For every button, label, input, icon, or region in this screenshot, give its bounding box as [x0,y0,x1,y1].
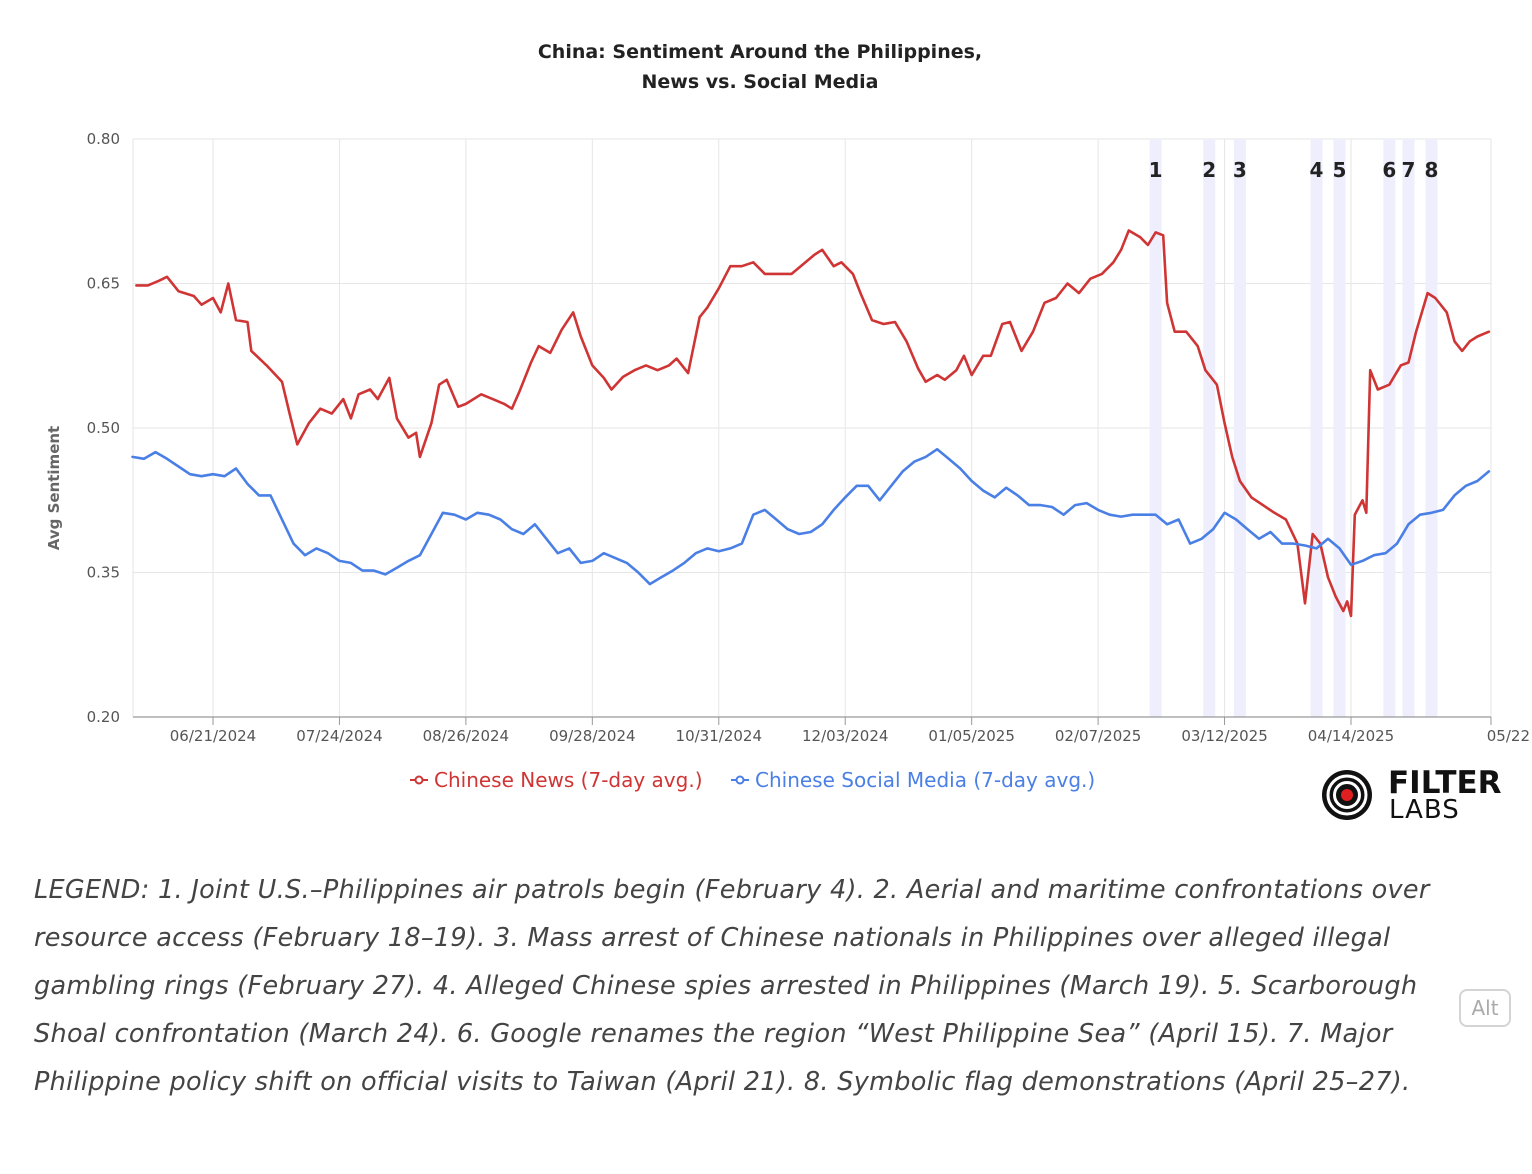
chart-caption: LEGEND: 1. Joint U.S.–Philippines air pa… [34,875,1430,1097]
annotation-label: 5 [1333,158,1347,182]
legend-item-social[interactable]: Chinese Social Media (7-day avg.) [731,768,1095,792]
y-tick-label: 0.80 [87,130,120,148]
filter-labs-logo: FILTER LABS [1322,765,1502,825]
annotation-band [1310,139,1323,717]
chart: China: Sentiment Around the Philippines,… [45,41,1530,825]
logo-sub: LABS [1389,795,1460,825]
series-lines [131,229,1491,618]
legend-item-news[interactable]: Chinese News (7-day avg.) [410,768,703,792]
annotation-band [1383,139,1396,717]
x-tick-label: 03/12/2025 [1181,727,1267,745]
annotation-label: 1 [1149,158,1163,182]
annotation-band [1402,139,1415,717]
chart-subtitle: News vs. Social Media [642,71,879,93]
annotation-label: 3 [1233,158,1247,182]
annotation-band [1149,139,1162,717]
series-line-social [131,447,1491,586]
legend-marker-dot [735,775,745,785]
annotation-label: 4 [1310,158,1324,182]
legend-label: Chinese Social Media (7-day avg.) [755,768,1095,792]
annotation-band [1333,139,1346,717]
y-tick-label: 0.35 [87,564,120,582]
legend-marker-dot [414,775,424,785]
x-tick-label: 09/28/2024 [549,727,635,745]
annotation-label: 2 [1202,158,1216,182]
annotation-band [1233,139,1246,717]
annotation-band [1425,139,1438,717]
x-tick-label: 01/05/2025 [928,727,1014,745]
annotation-band [1203,139,1216,717]
grid [132,138,1492,717]
y-axis-label: Avg Sentiment [45,426,63,550]
axes: 0.80 0.65 0.50 0.35 0.20 06/21/2024 07/24/2024… [87,130,1530,745]
legend: Chinese News (7-day avg.) Chinese Social … [410,768,1095,792]
y-tick-label: 0.65 [87,275,120,293]
x-tick-label: 04/14/2025 [1308,727,1394,745]
x-tick-label: 06/21/2024 [170,727,256,745]
annotation-label: 6 [1382,158,1396,182]
x-tick-label: 10/31/2024 [676,727,762,745]
series-line-news [135,229,1491,618]
x-tick-label: 12/03/2024 [802,727,888,745]
x-tick-label: 07/24/2024 [296,727,382,745]
x-tick-label: 05/22 [1487,727,1530,745]
legend-label: Chinese News (7-day avg.) [434,768,703,792]
y-tick-label: 0.20 [87,708,120,726]
x-tick-label: 02/07/2025 [1055,727,1141,745]
chart-title: China: Sentiment Around the Philippines, [538,41,982,63]
logo-word: FILTER [1388,765,1502,801]
annotation-label: 7 [1402,158,1416,182]
annotation-label: 8 [1425,158,1439,182]
y-tick-label: 0.50 [87,419,120,437]
alt-text-button[interactable]: Alt [1459,989,1511,1027]
x-tick-label: 08/26/2024 [423,727,509,745]
